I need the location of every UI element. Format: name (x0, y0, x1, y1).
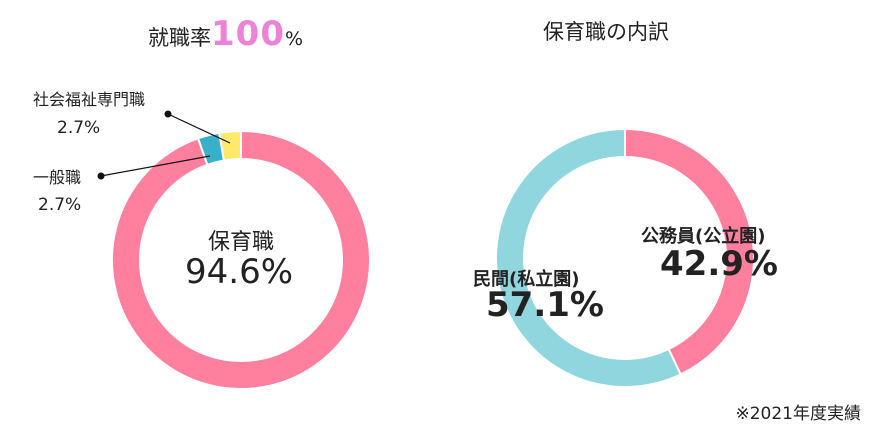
value-label-general: 2.7% (38, 195, 82, 215)
value-label-public: 42.9% (660, 244, 778, 284)
category-label-childcare: 保育職 (208, 230, 275, 255)
value-label-private: 57.1% (486, 285, 604, 325)
donut-slice-social-welfare (218, 129, 242, 162)
title-suffix: % (284, 28, 304, 50)
value-label-childcare: 94.6% (185, 252, 294, 292)
category-label-public: 公務員(公立園) (641, 226, 766, 247)
title-prefix: 就職率 (148, 26, 211, 50)
value-label-social-welfare: 2.7% (57, 118, 101, 138)
donut-chart-breakdown (495, 127, 755, 388)
category-label-general: 一般職 (33, 168, 82, 187)
leader-line-general (100, 155, 211, 177)
chart-title-breakdown: 保育職の内訳 (543, 20, 669, 44)
category-label-social-welfare: 社会福祉専門職 (33, 90, 146, 109)
leader-line-social-welfare (167, 113, 231, 144)
title-highlight: 100 (211, 14, 285, 54)
donut-slice-private (495, 127, 682, 388)
donut-slice-childcare (110, 129, 371, 390)
footnote: ※2021年度実績 (735, 404, 861, 424)
chart-title-employment-rate: 就職率100% (148, 14, 303, 59)
callout-leaders (97, 110, 231, 180)
donut-chart-employment (110, 129, 371, 390)
category-label-private: 民間(私立園) (473, 269, 580, 290)
